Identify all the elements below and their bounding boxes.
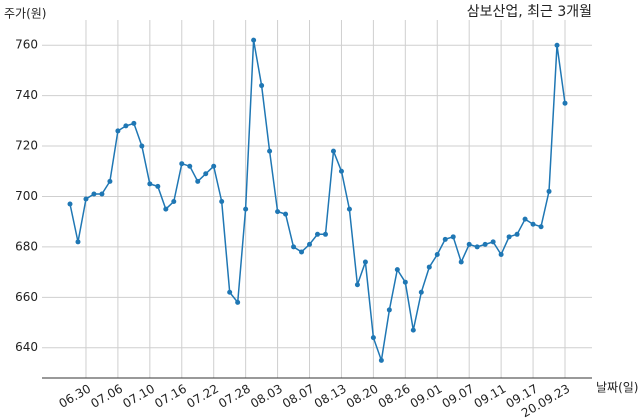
point (67, 201, 73, 207)
point (426, 264, 432, 270)
point (187, 163, 193, 169)
point (450, 234, 456, 240)
point (330, 148, 336, 154)
point (219, 199, 225, 205)
point (338, 168, 344, 174)
y-tick-label: 700 (15, 189, 38, 203)
point (322, 231, 328, 237)
point (458, 259, 464, 265)
point (442, 236, 448, 242)
point (123, 123, 129, 129)
point (562, 100, 568, 106)
line (69, 40, 566, 361)
x-tick-label: 08.20 (344, 382, 381, 411)
point (410, 327, 416, 333)
y-tick-label: 720 (15, 139, 38, 153)
point (554, 42, 560, 48)
point (283, 211, 289, 217)
y-tick-label: 740 (15, 88, 38, 102)
x-tick-label: 07.16 (152, 382, 189, 411)
x-tick-label: 06.30 (56, 382, 93, 411)
point (490, 239, 496, 245)
point (195, 178, 201, 184)
point (91, 191, 97, 197)
point (418, 289, 424, 295)
y-axis-label: 주가(원) (4, 7, 46, 21)
point (482, 241, 488, 247)
point (514, 231, 520, 237)
x-tick-label: 07.10 (120, 382, 157, 411)
y-tick-label: 640 (15, 340, 38, 354)
point (131, 120, 137, 126)
point (179, 161, 185, 167)
point (115, 128, 121, 134)
point (402, 279, 408, 285)
y-tick-label: 680 (15, 239, 38, 253)
point (275, 209, 281, 215)
point (75, 239, 81, 245)
point (171, 199, 177, 205)
point (99, 191, 105, 197)
x-axis-label: 날짜(일) (596, 381, 638, 395)
point (251, 37, 257, 43)
x-tick-label: 07.22 (184, 382, 221, 411)
x-tick-label: 07.28 (216, 382, 253, 411)
point (267, 148, 273, 154)
point (227, 289, 233, 295)
y-tick-label: 660 (15, 290, 38, 304)
point (83, 196, 89, 202)
point (299, 249, 305, 255)
x-tick-label: 07.06 (88, 382, 125, 411)
point (147, 181, 153, 187)
x-tick-label: 09.01 (408, 382, 445, 411)
x-tick-label: 09.07 (440, 382, 477, 411)
point (466, 241, 472, 247)
x-tick-label: 08.26 (376, 382, 413, 411)
point (155, 183, 161, 189)
point (506, 234, 512, 240)
point (354, 282, 360, 288)
x-tick-label: 08.13 (312, 382, 349, 411)
chart-title: 삼보산업, 최근 3개월 (467, 4, 592, 20)
point (538, 224, 544, 230)
x-tick-label: 08.03 (248, 382, 285, 411)
point (163, 206, 169, 212)
point (235, 299, 241, 305)
point (530, 221, 536, 227)
point (546, 188, 552, 194)
point (291, 244, 297, 250)
point (107, 178, 113, 184)
point (474, 244, 480, 250)
point (307, 241, 313, 247)
point (362, 259, 368, 265)
point (346, 206, 352, 212)
point (498, 251, 504, 257)
x-tick-label: 09.11 (472, 382, 509, 411)
point (203, 171, 209, 177)
point (259, 83, 265, 89)
y-tick-label: 760 (15, 38, 38, 52)
point (139, 143, 145, 149)
point (394, 267, 400, 273)
point (386, 307, 392, 313)
point (522, 216, 528, 222)
point (211, 163, 217, 169)
point (370, 335, 376, 341)
point (378, 357, 384, 363)
point (315, 231, 320, 237)
x-tick-label: 08.07 (280, 382, 317, 411)
point (434, 251, 440, 257)
point (243, 206, 249, 212)
